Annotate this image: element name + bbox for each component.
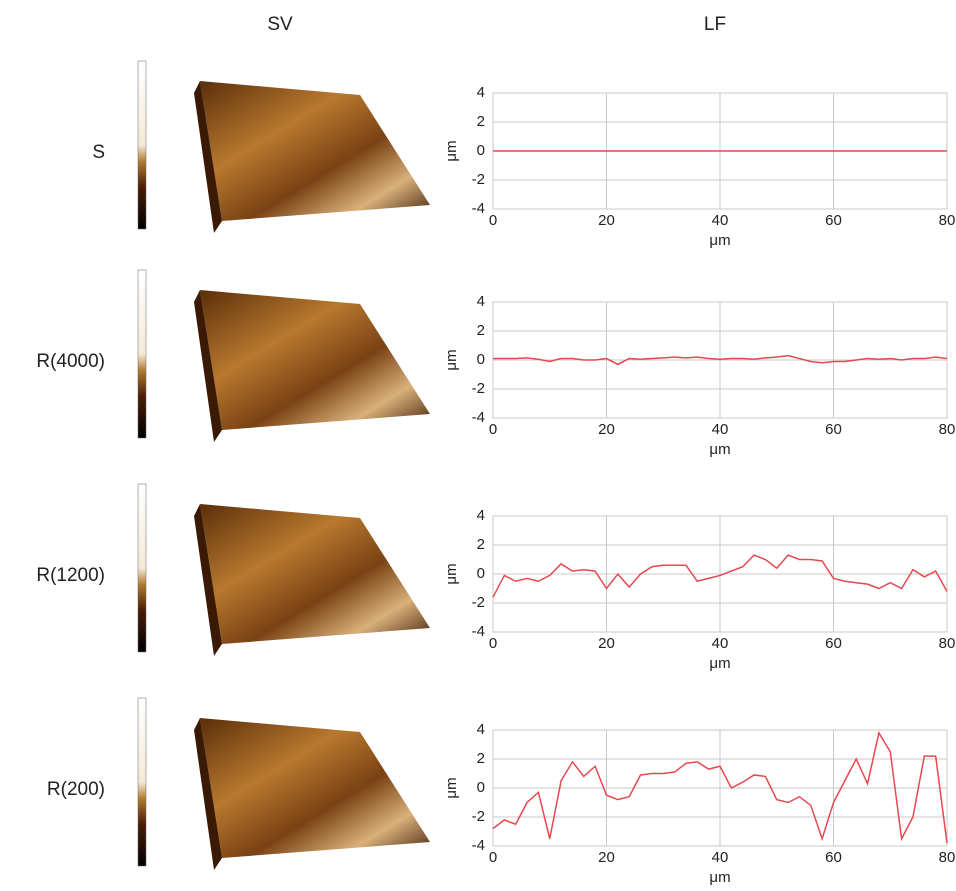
x-tick-label: 60 <box>825 212 842 229</box>
x-tick-label: 20 <box>598 849 615 866</box>
y-tick-label: 4 <box>477 293 485 310</box>
y-tick-label: 4 <box>477 507 485 524</box>
y-tick-label: 0 <box>477 565 485 582</box>
y-axis-label: μm <box>443 777 460 798</box>
y-axis-label: μm <box>443 563 460 584</box>
x-tick-label: 20 <box>598 212 615 229</box>
y-axis-label: μm <box>443 349 460 370</box>
x-tick-label: 40 <box>712 212 729 229</box>
x-tick-label: 40 <box>712 849 729 866</box>
data-line <box>492 730 948 844</box>
y-tick-label: -2 <box>472 808 485 825</box>
afm-side <box>194 290 222 442</box>
y-tick-label: 4 <box>477 84 485 101</box>
afm-surface <box>200 504 430 644</box>
color-bar <box>137 483 147 653</box>
afm-surface <box>200 718 430 858</box>
row-label: R(4000) <box>36 351 105 372</box>
y-tick-label: 0 <box>477 779 485 796</box>
x-axis-label: μm <box>709 655 730 672</box>
x-tick-label: 0 <box>489 635 497 652</box>
row-label: R(200) <box>47 779 105 800</box>
x-tick-label: 60 <box>825 421 842 438</box>
data-line <box>492 554 948 598</box>
x-tick-label: 80 <box>939 635 956 652</box>
x-tick-label: 0 <box>489 849 497 866</box>
y-tick-label: -4 <box>472 623 485 640</box>
x-tick-label: 60 <box>825 635 842 652</box>
y-tick-label: -4 <box>472 200 485 217</box>
afm-surface <box>200 290 430 430</box>
y-tick-label: 2 <box>477 750 485 767</box>
x-tick-label: 60 <box>825 849 842 866</box>
y-tick-label: 2 <box>477 536 485 553</box>
y-tick-label: 2 <box>477 322 485 339</box>
x-tick-label: 80 <box>939 421 956 438</box>
color-bar <box>137 60 147 230</box>
y-tick-label: -4 <box>472 837 485 854</box>
color-bar <box>137 697 147 867</box>
x-tick-label: 0 <box>489 212 497 229</box>
x-axis-label: μm <box>709 232 730 249</box>
column-header: SV <box>267 14 293 35</box>
y-tick-label: -2 <box>472 171 485 188</box>
x-axis-label: μm <box>709 441 730 458</box>
x-tick-label: 20 <box>598 421 615 438</box>
x-tick-label: 20 <box>598 635 615 652</box>
y-tick-label: -4 <box>472 409 485 426</box>
data-line <box>493 354 948 366</box>
x-tick-label: 80 <box>939 849 956 866</box>
y-axis-label: μm <box>443 140 460 161</box>
x-tick-label: 80 <box>939 212 956 229</box>
afm-side <box>194 81 222 233</box>
color-bar <box>137 269 147 439</box>
x-tick-label: 40 <box>712 421 729 438</box>
row-label: R(1200) <box>36 565 105 586</box>
afm-side <box>194 718 222 870</box>
x-axis-label: μm <box>709 869 730 886</box>
afm-side <box>194 504 222 656</box>
y-tick-label: 4 <box>477 721 485 738</box>
y-tick-label: -2 <box>472 594 485 611</box>
y-tick-label: 0 <box>477 142 485 159</box>
column-header: LF <box>704 14 726 35</box>
row-label: S <box>92 142 105 163</box>
x-tick-label: 40 <box>712 635 729 652</box>
y-tick-label: -2 <box>472 380 485 397</box>
y-tick-label: 2 <box>477 113 485 130</box>
x-tick-label: 0 <box>489 421 497 438</box>
afm-surface <box>200 81 430 221</box>
y-tick-label: 0 <box>477 351 485 368</box>
